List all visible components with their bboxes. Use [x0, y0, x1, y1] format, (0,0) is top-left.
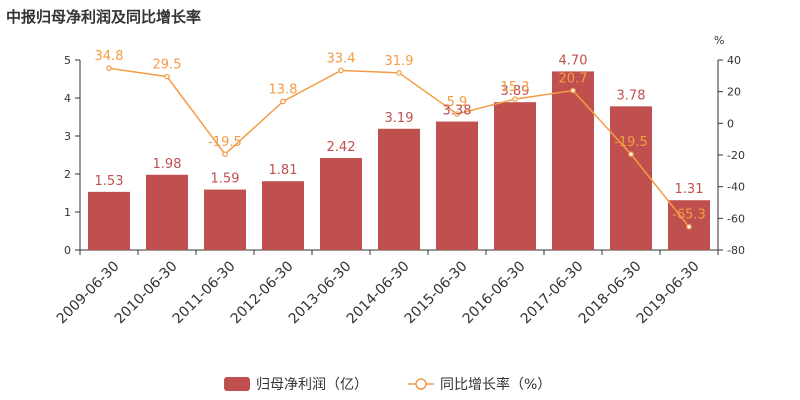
chart-title: 中报归母净利润及同比增长率 [6, 8, 201, 26]
bar [320, 158, 362, 250]
right-axis-unit: % [714, 34, 724, 47]
left-tick-label: 1 [64, 206, 71, 219]
x-axis-ticks: 2009-06-302010-06-302011-06-302012-06-30… [54, 250, 719, 327]
bar-value-label: 1.31 [675, 182, 704, 197]
right-tick-label: -80 [727, 244, 745, 257]
bar [436, 121, 478, 250]
left-tick-label: 5 [64, 54, 71, 67]
growth-point [454, 111, 460, 117]
growth-value-label: 34.8 [95, 49, 124, 64]
bar-series [88, 71, 710, 251]
right-tick-label: -40 [727, 181, 745, 194]
bar-value-label: 4.70 [559, 53, 588, 68]
legend-swatch-growth-marker [415, 378, 427, 390]
left-tick-label: 3 [64, 130, 71, 143]
growth-value-label: -19.5 [614, 135, 648, 150]
bar-value-label: 1.53 [95, 174, 124, 189]
growth-point [512, 96, 518, 102]
growth-point [686, 223, 692, 230]
growth-value-label: 20.7 [559, 72, 588, 87]
bar-value-label: 1.59 [211, 172, 240, 187]
growth-value-label: -19.5 [208, 135, 242, 150]
right-tick-label: -60 [727, 212, 745, 225]
right-tick-label: 20 [727, 86, 741, 99]
growth-point [280, 98, 286, 105]
growth-point [164, 73, 170, 80]
x-tick-label: 2019-06-30 [634, 258, 703, 327]
line-series [106, 65, 692, 230]
growth-value-label: 31.9 [385, 54, 414, 69]
bar [146, 174, 188, 250]
legend-label-profit: 归母净利润（亿） [256, 376, 368, 393]
left-tick-label: 4 [64, 92, 71, 105]
bar-value-label: 3.19 [385, 111, 414, 126]
bar [610, 106, 652, 250]
right-tick-label: 0 [727, 117, 734, 130]
growth-value-label: 5.9 [447, 95, 468, 110]
bar-value-label: 1.81 [269, 163, 298, 178]
bar [378, 128, 420, 250]
bar-value-label: 1.98 [153, 157, 182, 172]
growth-point [628, 151, 634, 158]
left-tick-label: 2 [64, 168, 71, 181]
bar [204, 189, 246, 250]
bar [88, 191, 130, 250]
growth-point [338, 67, 344, 74]
right-tick-label: -20 [727, 149, 745, 162]
bar-value-label: 2.42 [327, 140, 356, 155]
legend-item-profit[interactable]: 归母净利润（亿） [224, 376, 368, 393]
growth-value-label: 29.5 [153, 58, 182, 73]
left-tick-label: 0 [64, 244, 71, 257]
bar [552, 71, 594, 251]
growth-value-label: -65.3 [672, 208, 706, 223]
bar-value-label: 3.38 [443, 104, 472, 119]
bar [494, 102, 536, 251]
growth-point [222, 151, 228, 158]
legend-swatch-profit [224, 377, 250, 391]
growth-point [396, 70, 402, 76]
legend[interactable]: 归母净利润（亿） 同比增长率（%） [224, 376, 551, 393]
data-labels: 1.53 1.98 1.59 1.81 2.42 3.19 3.38 3.89 4.70 3.78… [95, 49, 706, 222]
growth-value-label: 15.3 [501, 80, 530, 95]
bar-value-label: 3.78 [617, 88, 646, 103]
right-tick-label: 40 [727, 54, 741, 67]
legend-label-growth: 同比增长率（%） [440, 376, 551, 393]
growth-value-label: 13.8 [269, 82, 298, 97]
growth-point [570, 87, 576, 94]
growth-point [106, 65, 112, 72]
growth-value-label: 33.4 [327, 51, 356, 66]
legend-item-growth[interactable]: 同比增长率（%） [408, 376, 551, 393]
bar [262, 181, 304, 250]
bar-value-label: 3.89 [501, 84, 530, 99]
